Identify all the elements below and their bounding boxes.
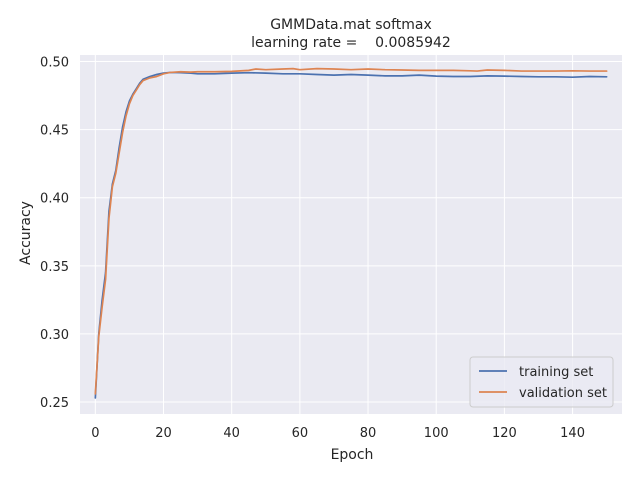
x-tick-label: 80 [360, 426, 377, 441]
series-line-training [94, 71, 608, 399]
y-tick-label: 0.50 [40, 56, 69, 71]
x-tick-label: 140 [560, 426, 585, 441]
x-tick-label: 40 [223, 426, 240, 441]
grid [80, 55, 622, 414]
y-tick-label: 0.40 [40, 192, 69, 207]
x-axis-label: Epoch [331, 447, 374, 463]
y-tick-label: 0.45 [40, 124, 69, 139]
legend-label-validation: validation set [519, 386, 607, 401]
legend-box [469, 356, 614, 408]
series-layer [94, 67, 608, 399]
legend-label-training: training set [519, 365, 593, 380]
chart-subtitle: learning rate = 0.0085942 [251, 35, 451, 51]
chart-title: GMMData.mat softmax [270, 17, 432, 33]
tick-labels: 0 20 40 60 80 100 120 140 0.25 0.30 0.35 0.40 0.45 0.… [40, 56, 585, 441]
y-tick-label: 0.30 [40, 328, 69, 343]
x-tick-label: 120 [492, 426, 517, 441]
y-tick-label: 0.35 [40, 260, 69, 275]
series-line-validation [94, 67, 608, 395]
y-axis-label: Accuracy [18, 201, 34, 265]
plot-area [80, 55, 622, 414]
x-tick-label: 60 [292, 426, 309, 441]
x-tick-label: 20 [155, 426, 172, 441]
legend: training set validation set [469, 356, 614, 408]
x-tick-label: 0 [91, 426, 99, 441]
x-tick-label: 100 [424, 426, 449, 441]
y-tick-label: 0.25 [40, 396, 69, 411]
